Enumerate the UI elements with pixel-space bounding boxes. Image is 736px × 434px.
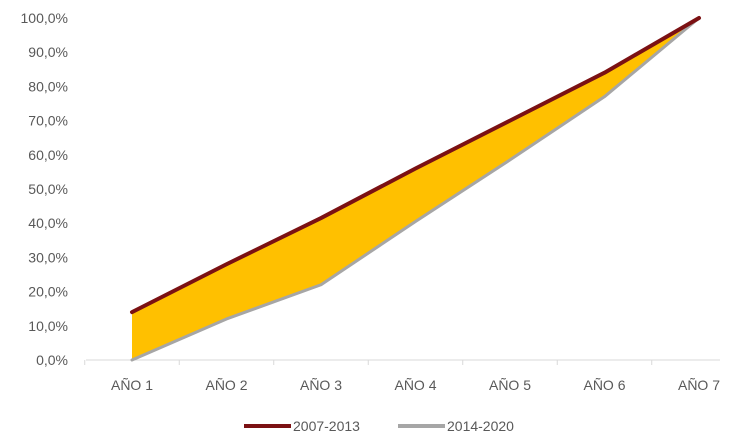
legend-label: 2014-2020	[447, 418, 514, 434]
legend-label: 2007-2013	[293, 418, 360, 434]
y-tick-label: 80,0%	[28, 78, 68, 94]
series-layer	[130, 16, 701, 362]
y-tick-label: 70,0%	[28, 113, 68, 129]
y-tick-label: 90,0%	[28, 44, 68, 60]
x-tick-label: AÑO 2	[205, 377, 247, 393]
y-tick-label: 20,0%	[28, 284, 68, 300]
x-tick-label: AÑO 4	[394, 377, 436, 393]
series-line-2014-2020	[130, 16, 701, 362]
legend-item: 2014-2020	[398, 418, 514, 434]
x-tick-label: AÑO 5	[489, 377, 531, 393]
y-tick-label: 50,0%	[28, 181, 68, 197]
y-tick-label: 40,0%	[28, 215, 68, 231]
x-tick-label: AÑO 7	[678, 377, 720, 393]
y-tick-labels: 0,0% 10,0% 20,0% 30,0% 40,0% 50,0% 60,0% 70,0% 8…	[21, 10, 68, 368]
y-tick-label: 30,0%	[28, 249, 68, 265]
legend-item: 2007-2013	[244, 418, 360, 434]
x-tick-label: AÑO 3	[300, 377, 342, 393]
y-tick-label: 10,0%	[28, 318, 68, 334]
x-tick-label: AÑO 6	[583, 377, 625, 393]
axis-layer	[84, 359, 720, 365]
y-tick-label: 60,0%	[28, 147, 68, 163]
x-tick-label: AÑO 1	[111, 377, 153, 393]
legend: 2007-2013 2014-2020	[244, 418, 514, 434]
y-tick-label: 0,0%	[36, 352, 68, 368]
x-tick-labels: AÑO 1 AÑO 2 AÑO 3 AÑO 4 AÑO 5 AÑO 6 AÑO 7	[111, 377, 720, 393]
y-tick-label: 100,0%	[21, 10, 68, 26]
series-line-2007-2013	[130, 16, 701, 315]
fill-between-layer	[132, 18, 699, 360]
fill-between-area	[132, 18, 699, 360]
